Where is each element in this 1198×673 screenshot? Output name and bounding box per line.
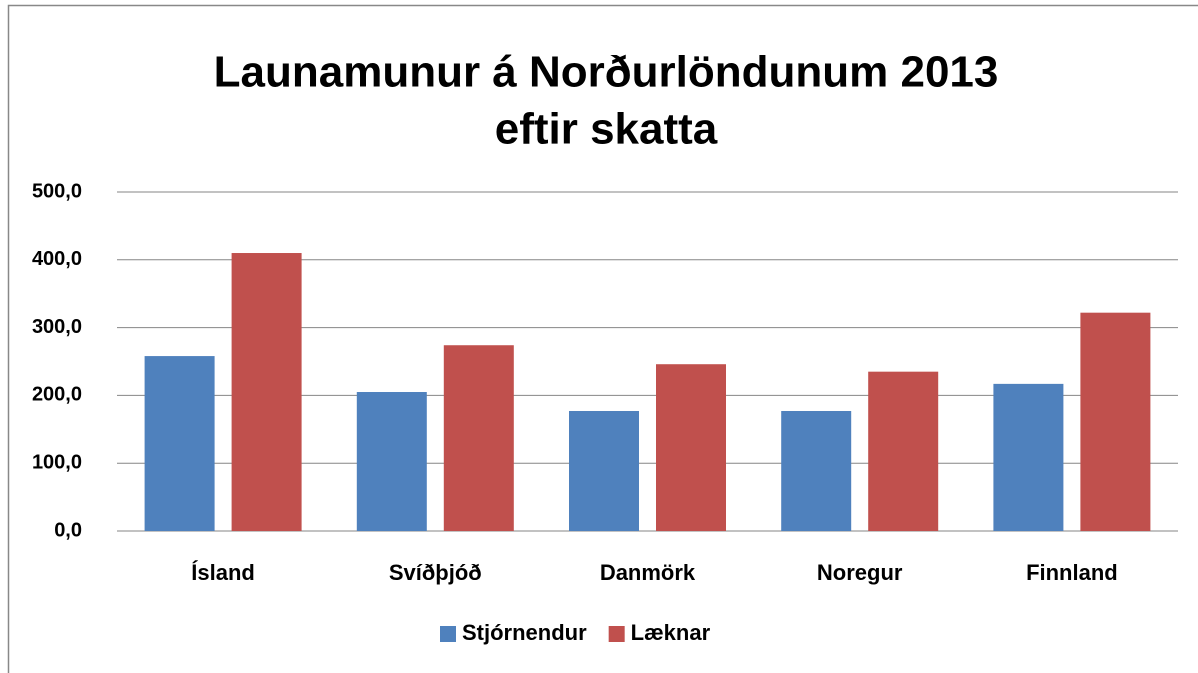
y-tick-label: 200,0 [32, 384, 82, 406]
legend-label: Læknar [631, 620, 711, 645]
y-tick-label: 500,0 [32, 180, 82, 202]
bar [656, 364, 726, 531]
bar [993, 383, 1064, 531]
chart-title: Launamunur á Norðurlöndunum 2013 [214, 48, 999, 97]
bar [356, 392, 427, 531]
y-tick-label: 0,0 [54, 519, 82, 541]
bar [569, 410, 639, 531]
x-tick-label: Finnland [1026, 560, 1118, 585]
x-tick-label: Noregur [817, 560, 903, 585]
x-tick-label: Svíðþjóð [389, 560, 482, 585]
bar [1080, 312, 1151, 531]
bar [443, 345, 514, 531]
chart-frame [7, 4, 1198, 673]
x-tick-label: Ísland [191, 560, 255, 585]
legend-swatch [440, 626, 456, 642]
legend-swatch [608, 626, 625, 642]
y-tick-label: 400,0 [32, 248, 82, 270]
bar [231, 253, 302, 531]
y-tick-label: 300,0 [32, 316, 82, 338]
chart-title: eftir skatta [495, 105, 718, 154]
bar [144, 356, 215, 531]
bar [868, 371, 939, 531]
legend-label: Stjórnendur [462, 620, 587, 645]
y-tick-label: 100,0 [32, 451, 82, 473]
x-tick-label: Danmörk [600, 560, 696, 585]
bar [781, 410, 852, 531]
